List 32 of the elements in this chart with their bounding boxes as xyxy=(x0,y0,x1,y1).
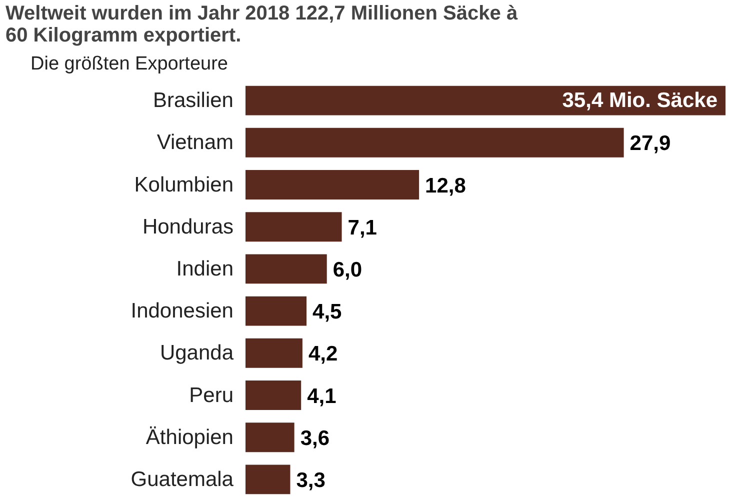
bar xyxy=(246,170,420,200)
data-label: 12,8 xyxy=(425,174,466,198)
bar xyxy=(246,128,624,158)
bar xyxy=(246,338,302,368)
chart-subtitle: Die größten Exporteure xyxy=(30,54,228,74)
bar xyxy=(246,254,327,284)
data-label: 4,5 xyxy=(312,300,342,324)
data-label: 4,1 xyxy=(307,384,337,408)
chart-title: Weltweit wurden im Jahr 2018 122,7 Millionen Säcke à 60 Kilogramm exportiert. xyxy=(6,2,518,46)
y-tick-label: Indonesien xyxy=(130,300,234,323)
bar xyxy=(246,422,294,452)
bar xyxy=(246,86,726,116)
data-label: 27,9 xyxy=(630,132,671,156)
data-label: 4,2 xyxy=(308,342,338,366)
data-label: 35,4 Mio. Säcke xyxy=(562,89,718,112)
y-tick-label: Guatemala xyxy=(130,468,234,491)
data-label: 3,6 xyxy=(300,426,330,450)
data-label: 3,3 xyxy=(296,468,326,492)
y-tick-label: Brasilien xyxy=(152,89,234,112)
data-label: 7,1 xyxy=(348,216,378,240)
bar xyxy=(246,212,342,242)
y-tick-label: Vietnam xyxy=(156,131,234,154)
y-tick-label: Peru xyxy=(189,384,234,407)
data-label: 6,0 xyxy=(332,258,362,282)
y-tick-label: Kolumbien xyxy=(134,173,234,196)
y-tick-label: Äthiopien xyxy=(146,426,234,449)
y-tick-label: Honduras xyxy=(142,215,234,238)
bar xyxy=(246,380,302,410)
bar xyxy=(246,296,307,326)
y-tick-label: Uganda xyxy=(160,342,234,365)
y-tick-label: Indien xyxy=(176,257,234,280)
bar xyxy=(246,464,290,494)
